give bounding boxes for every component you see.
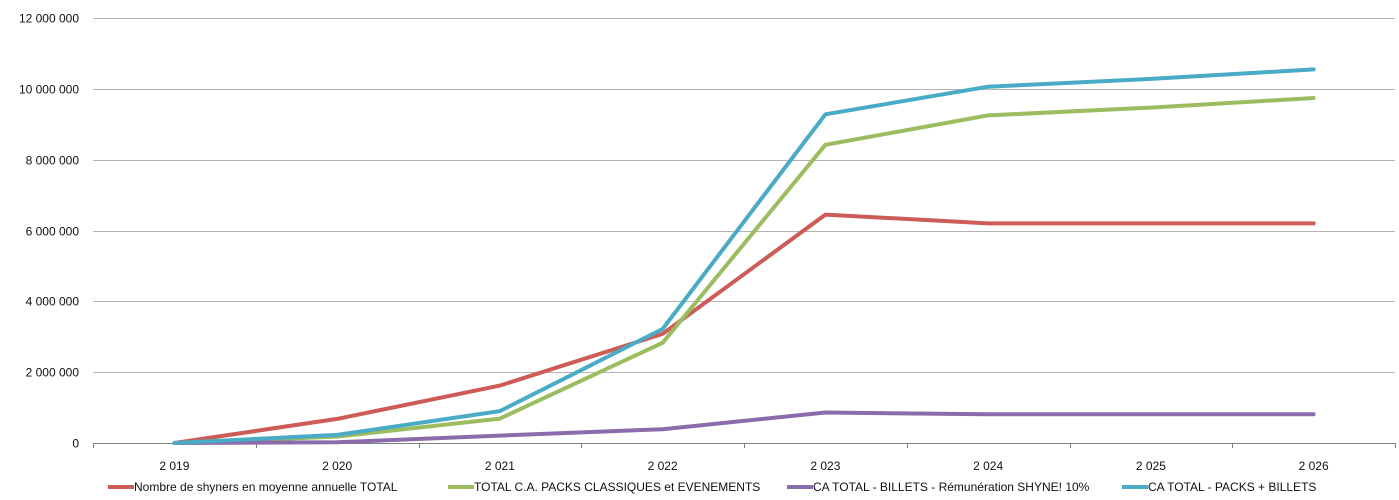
- x-tick-label: 2 022: [648, 459, 678, 473]
- legend-label-1: Nombre de shyners en moyenne annuelle TO…: [134, 480, 398, 494]
- y-tick-label: 6 000 000: [26, 225, 80, 239]
- gridlines: [93, 18, 1395, 444]
- x-tick-label: 2 020: [322, 459, 352, 473]
- y-tick-label: 2 000 000: [26, 366, 80, 380]
- series-line-3: [172, 410, 1316, 445]
- legend-label-2: TOTAL C.A. PACKS CLASSIQUES et EVENEMENT…: [474, 480, 760, 494]
- y-tick-label: 4 000 000: [26, 295, 80, 309]
- y-tick-label: 8 000 000: [26, 154, 80, 168]
- x-tick-label: 2 024: [973, 459, 1003, 473]
- x-tick-label: 2 023: [810, 459, 840, 473]
- x-tick-label: 2 025: [1136, 459, 1166, 473]
- legend-label-3: CA TOTAL - BILLETS - Rémunération SHYNE!…: [813, 480, 1090, 494]
- y-tick-label: 10 000 000: [19, 83, 79, 97]
- y-tick-label: 12 000 000: [19, 12, 79, 26]
- series-line-4: [172, 67, 1316, 445]
- legend-label-4: CA TOTAL - PACKS + BILLETS: [1148, 480, 1316, 494]
- x-tick-label: 2 021: [485, 459, 515, 473]
- x-tick-label: 2 019: [159, 459, 189, 473]
- y-tick-label: 0: [72, 437, 79, 451]
- series-line-2: [172, 96, 1316, 445]
- x-tick-label: 2 026: [1299, 459, 1329, 473]
- series-line-1: [172, 212, 1316, 445]
